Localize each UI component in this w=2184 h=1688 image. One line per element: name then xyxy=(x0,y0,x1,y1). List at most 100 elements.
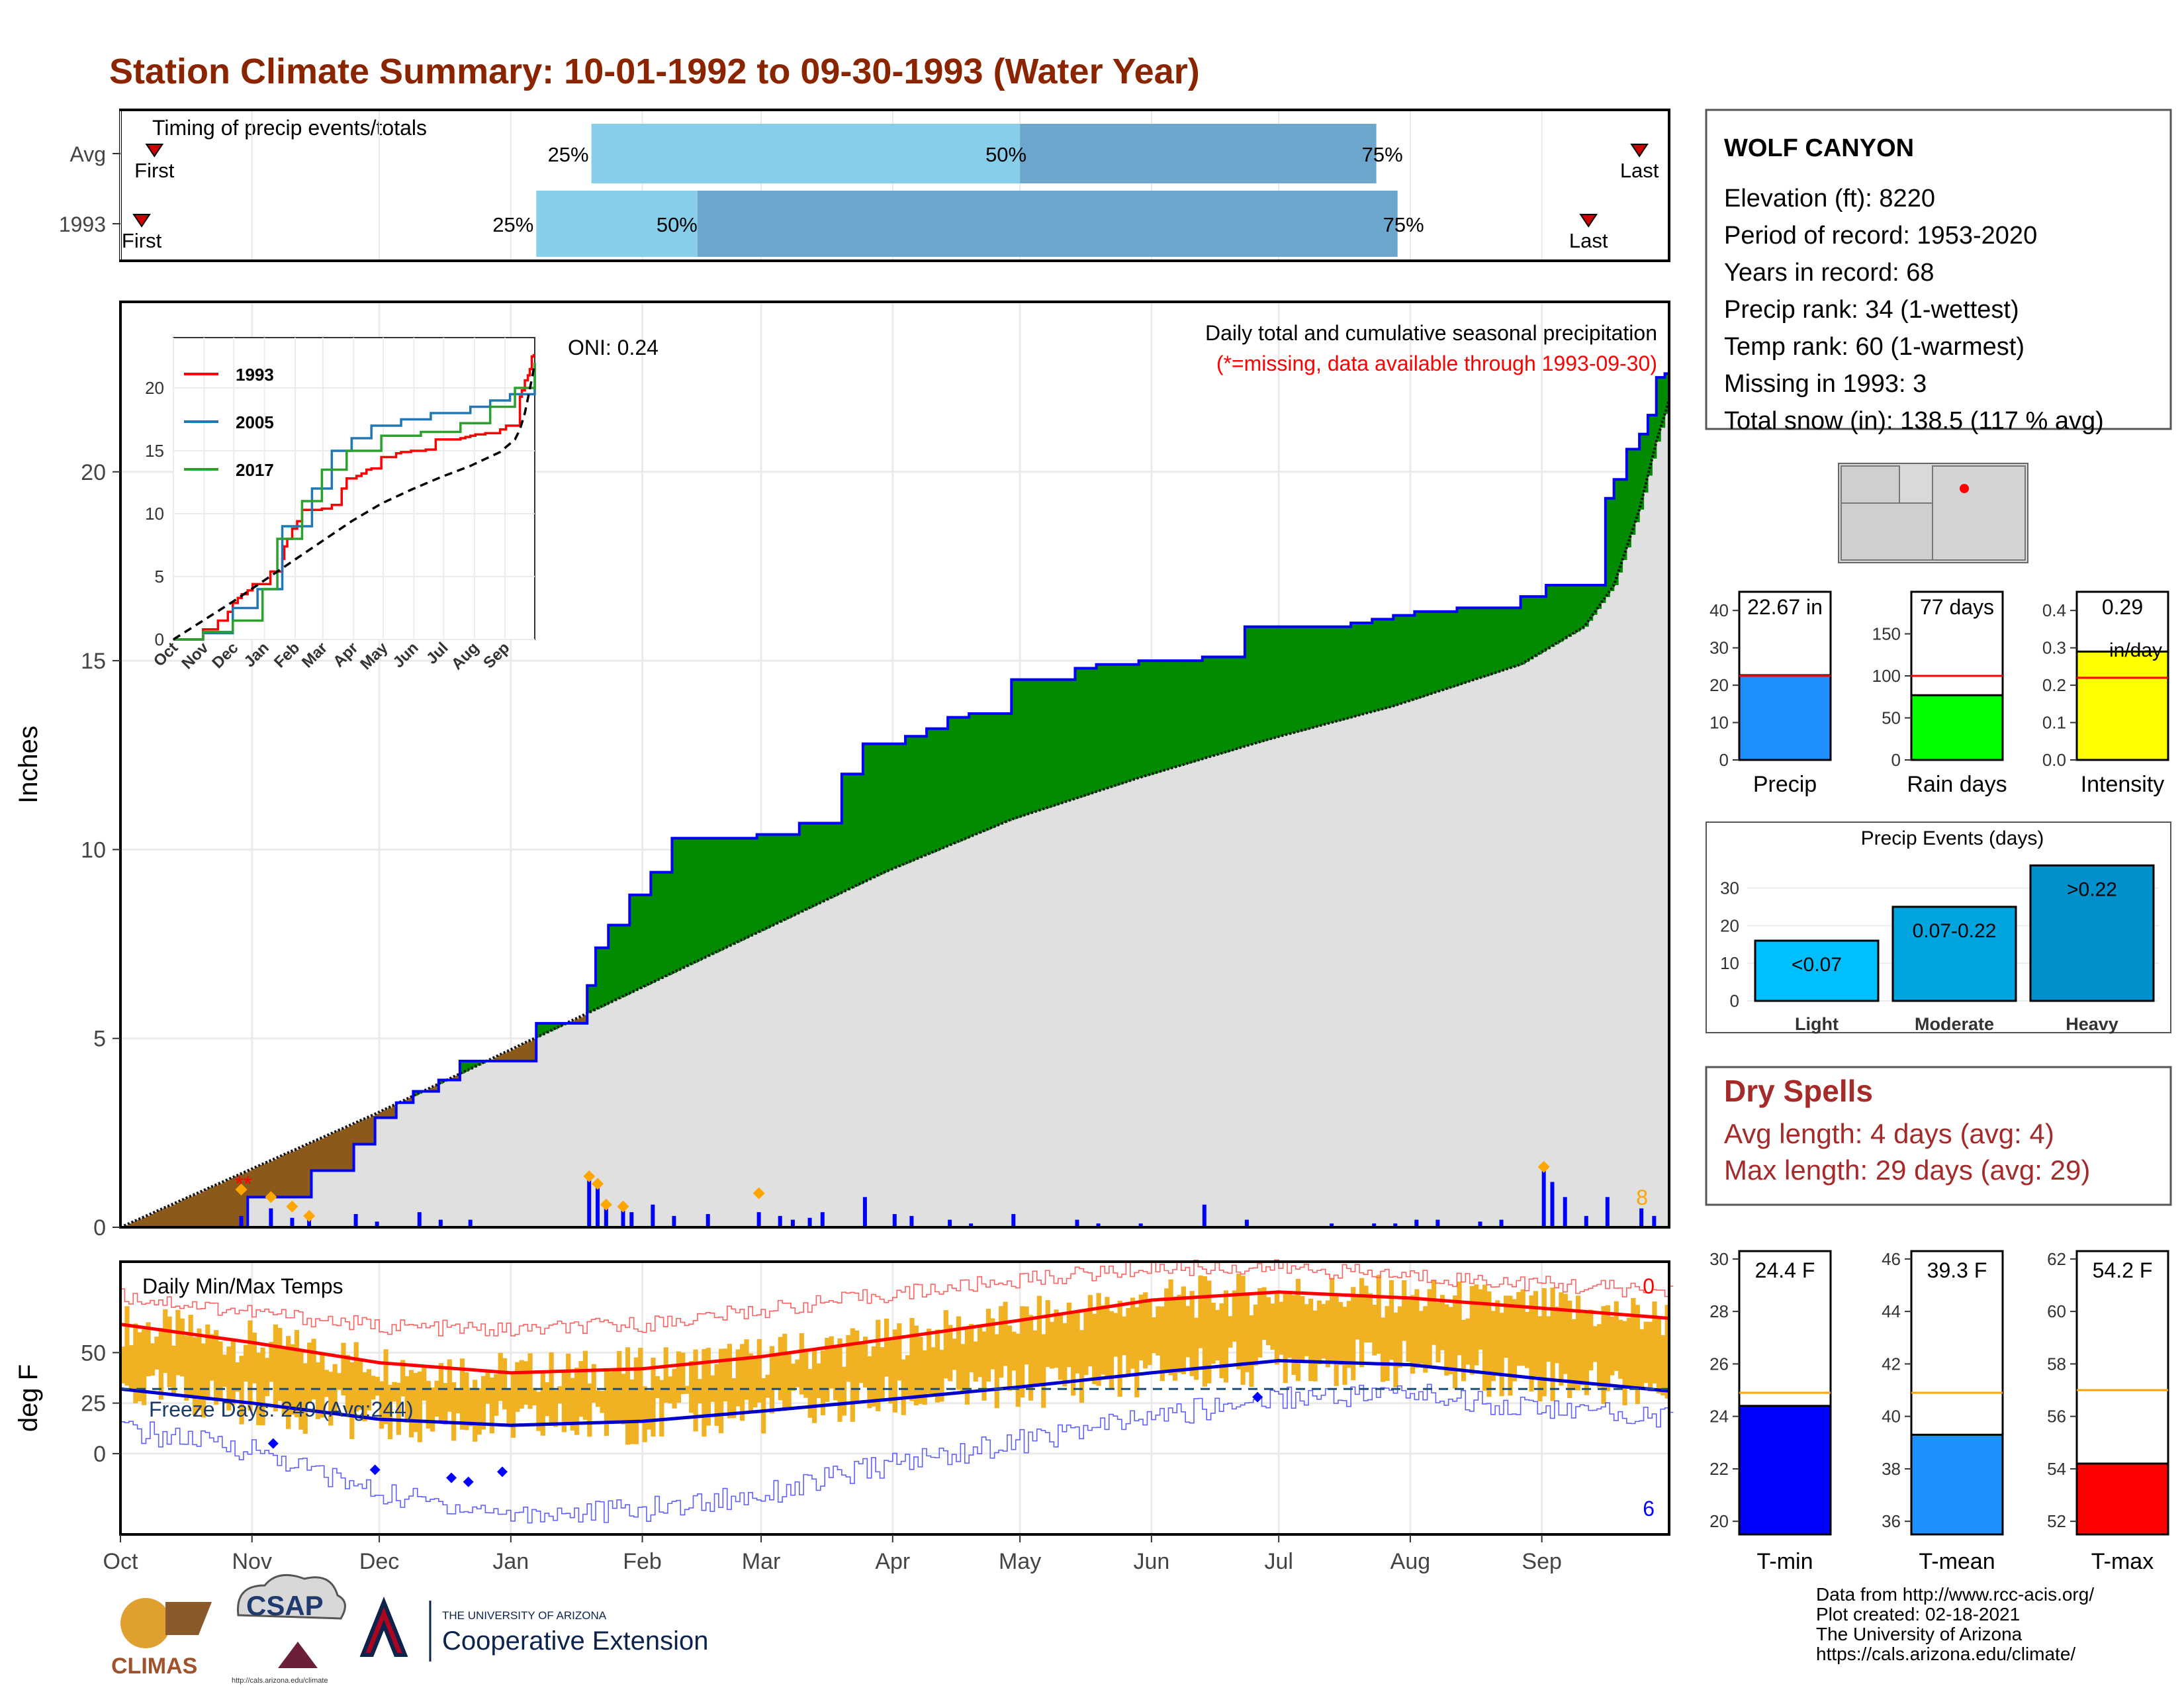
above-normal-band xyxy=(1304,626,1309,730)
above-normal-band xyxy=(1516,608,1522,666)
cumulative-precip-chart: * * 0 5 10 15 20 Inches Daily total and cumul… xyxy=(14,301,1670,1241)
small-bar-ytick-label: 30 xyxy=(1709,638,1729,658)
above-normal-band xyxy=(714,838,719,953)
daily-temp-bar xyxy=(790,1363,796,1391)
daily-temp-bar xyxy=(803,1348,809,1398)
daily-temp-bar xyxy=(748,1353,754,1413)
above-normal-band xyxy=(811,823,817,907)
above-normal-band xyxy=(956,717,961,843)
daily-temp-bar xyxy=(209,1334,214,1381)
above-normal-band xyxy=(621,925,626,998)
above-normal-band xyxy=(1202,657,1207,759)
above-normal-band xyxy=(1453,611,1458,687)
daily-temp-bar xyxy=(1003,1301,1008,1366)
below-normal-band xyxy=(353,1123,359,1145)
daily-temp-bar xyxy=(413,1373,418,1432)
small-bar-ytick-label: 150 xyxy=(1872,624,1901,644)
above-normal-band xyxy=(1198,661,1203,761)
daily-temp-bar xyxy=(625,1347,631,1445)
daily-temp-bar xyxy=(1126,1307,1131,1375)
daily-temp-bar xyxy=(934,1329,940,1403)
heavy-event-marker xyxy=(583,1170,596,1182)
daily-precip-bar xyxy=(820,1212,825,1227)
above-normal-band xyxy=(702,838,707,959)
temp-summary-bars: 20 22 24 26 28 30 24.4 F T-min 36 38 40 42 44 46 39.3 … xyxy=(1709,1249,2169,1574)
daily-temp-bar xyxy=(1164,1288,1169,1372)
daily-temp-bar xyxy=(884,1318,889,1377)
above-normal-band xyxy=(1520,596,1525,665)
daily-temp-bar xyxy=(1618,1319,1623,1379)
daily-temp-bar xyxy=(978,1325,983,1378)
inset-series-line-2005 xyxy=(173,363,536,641)
above-normal-band xyxy=(1156,661,1161,773)
daily-temp-bar xyxy=(281,1348,287,1415)
above-normal-band xyxy=(1274,626,1279,738)
above-normal-band xyxy=(1367,623,1373,713)
above-normal-band xyxy=(625,925,630,996)
daily-temp-bar xyxy=(604,1370,610,1436)
timing-bar-q1 xyxy=(591,124,1021,183)
daily-temp-bar xyxy=(1147,1301,1152,1366)
climas-sun-icon xyxy=(120,1598,171,1648)
daily-temp-bar xyxy=(596,1390,601,1407)
above-normal-band xyxy=(642,894,647,988)
above-normal-band xyxy=(1270,626,1275,739)
below-normal-band xyxy=(205,1189,210,1227)
daily-temp-bar xyxy=(510,1371,516,1438)
daily-temp-bar xyxy=(1325,1300,1330,1368)
temp-ytick-label: 25 xyxy=(81,1391,106,1417)
above-normal-band xyxy=(1541,596,1547,652)
below-normal-band xyxy=(201,1191,206,1227)
daily-temp-bar xyxy=(392,1382,397,1402)
above-normal-band xyxy=(1312,626,1318,728)
main-ytick-label: 15 xyxy=(81,649,106,674)
events-category-label: Heavy xyxy=(2066,1014,2118,1034)
temp-bar-ytick-label: 58 xyxy=(2047,1354,2066,1374)
temp-ytick-label: 0 xyxy=(93,1442,106,1467)
freeze-event-marker xyxy=(369,1464,381,1476)
below-normal-band xyxy=(154,1212,159,1227)
below-normal-band xyxy=(349,1125,355,1171)
below-normal-band xyxy=(404,1100,410,1103)
timing-p75-label: 75% xyxy=(1362,143,1403,166)
daily-temp-bar xyxy=(230,1339,236,1405)
above-normal-band xyxy=(1435,611,1441,692)
daily-temp-bar xyxy=(1418,1311,1424,1364)
daily-precip-bar xyxy=(1244,1219,1249,1227)
daily-temp-bar xyxy=(668,1376,673,1404)
daily-temp-bar xyxy=(349,1362,355,1440)
temp-count-top: 0 xyxy=(1643,1274,1655,1298)
daily-temp-bar xyxy=(1439,1295,1445,1350)
above-normal-band xyxy=(871,743,876,878)
above-normal-band xyxy=(608,925,614,1004)
footer-line: The University of Arizona xyxy=(1816,1624,2023,1644)
footer-line: Plot created: 02-18-2021 xyxy=(1816,1604,2020,1624)
above-normal-band xyxy=(1028,679,1033,814)
daily-temp-bar xyxy=(1270,1303,1275,1350)
daily-temp-bar xyxy=(502,1358,508,1410)
below-normal-band xyxy=(307,1144,312,1197)
daily-temp-bar xyxy=(786,1352,792,1409)
month-label: Apr xyxy=(875,1549,910,1574)
above-normal-band xyxy=(1240,657,1246,748)
above-normal-band xyxy=(1041,679,1046,810)
daily-temp-bar xyxy=(1639,1329,1645,1388)
daily-precip-bar xyxy=(468,1219,473,1227)
inset-ytick-label: 10 xyxy=(145,504,164,524)
temp-bar-ytick-label: 42 xyxy=(1882,1354,1901,1374)
daily-temp-bar xyxy=(336,1373,342,1390)
daily-temp-bar xyxy=(1223,1290,1229,1383)
daily-precip-bar xyxy=(1330,1223,1334,1227)
mountain-icon xyxy=(278,1642,318,1668)
below-normal-band xyxy=(133,1221,138,1227)
daily-precip-bar xyxy=(1096,1223,1101,1227)
daily-temp-bar xyxy=(1359,1278,1365,1368)
above-normal-band xyxy=(1363,623,1369,714)
daily-temp-bar xyxy=(1499,1313,1504,1397)
daily-temp-bar xyxy=(617,1350,622,1421)
below-normal-band xyxy=(273,1159,278,1197)
daily-temp-bar xyxy=(256,1352,261,1426)
above-normal-band xyxy=(1316,626,1322,727)
above-normal-band xyxy=(1592,585,1598,615)
daily-temp-bar xyxy=(638,1348,643,1423)
